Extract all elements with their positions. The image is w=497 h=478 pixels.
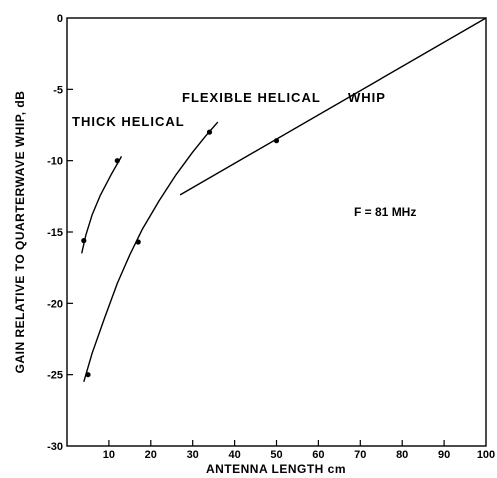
x-tick-label: 70 [354,449,366,461]
x-tick-label: 100 [477,449,495,461]
data-point [273,138,280,144]
data-point [114,158,120,164]
x-tick-label: 80 [396,449,408,461]
y-tick-label: -10 [47,156,63,168]
y-tick-label: -5 [53,84,63,96]
series-line-1 [83,121,219,382]
x-tick-label: 30 [187,449,199,461]
series-label-flexible-helical: FLEXIBLE HELICAL [182,90,321,105]
data-point [135,239,141,245]
y-tick-label: -15 [47,227,63,239]
y-tick-label: -25 [47,370,63,382]
data-point [85,372,91,378]
y-tick-label: -20 [47,298,63,310]
series-label-thick-helical: THICK HELICAL [72,114,185,129]
data-point [206,129,213,135]
x-tick-label: 50 [270,449,282,461]
x-axis-title: ANTENNA LENGTH cm [206,462,346,476]
y-tick-label: 0 [57,13,63,25]
y-axis-title: GAIN RELATIVE TO QUARTERWAVE WHIP, dB [13,91,27,374]
series-layer [81,17,487,382]
frequency-annotation: F = 81 MHz [354,205,416,219]
series-line-2 [179,17,487,196]
x-tick-label: 20 [145,449,157,461]
y-axis: 0 -5 -10 -15 -20 -25 -30 [47,13,73,453]
data-point [81,238,87,244]
x-tick-label: 40 [228,449,240,461]
y-tick-label: -30 [47,441,63,453]
x-tick-label: 10 [103,449,115,461]
series-label-whip: WHIP [348,90,386,105]
plot-frame [66,17,487,447]
x-axis: 10 20 30 40 50 60 70 80 90 100 [103,440,495,461]
series-line-0 [81,156,123,254]
x-tick-label: 60 [312,449,324,461]
x-tick-label: 90 [438,449,450,461]
